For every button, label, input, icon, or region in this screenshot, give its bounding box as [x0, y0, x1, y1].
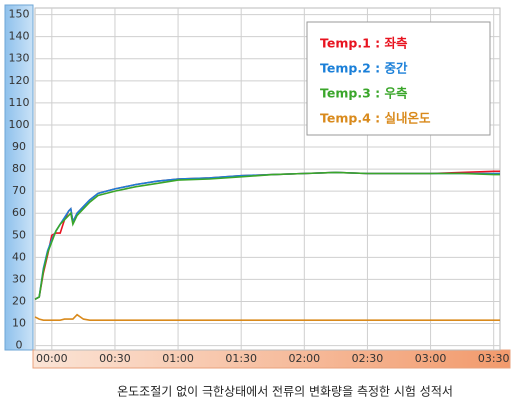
x-tick-label: 01:00 [162, 352, 194, 365]
legend-label: Temp.4 : 실내온도 [320, 111, 431, 126]
legend-label: Temp.1 : 좌측 [320, 36, 408, 51]
plot-frame [34, 7, 501, 351]
y-tick-label: 70 [12, 184, 26, 197]
y-tick-label: 10 [12, 317, 26, 330]
y-tick-label: 130 [9, 52, 30, 65]
y-tick-label: 80 [12, 162, 26, 175]
series-line [34, 171, 500, 301]
y-axis-band [4, 4, 34, 351]
legend-label: Temp.3 : 우측 [320, 86, 408, 101]
y-tick-label: 50 [12, 228, 26, 241]
legend [306, 21, 491, 136]
y-tick-label: 100 [9, 118, 30, 131]
x-tick-label: 00:00 [36, 352, 68, 365]
caption: 온도조절기 없이 극한상태에서 전류의 변화량을 측정한 시험 성적서 [117, 385, 453, 399]
y-tick-label: 40 [12, 250, 26, 263]
y-tick-label: 120 [9, 74, 30, 87]
x-tick-label: 02:30 [352, 352, 384, 365]
y-tick-label: 20 [12, 294, 26, 307]
x-tick-label: 03:00 [415, 352, 447, 365]
y-tick-label: 150 [9, 8, 30, 21]
y-tick-label: 60 [12, 206, 26, 219]
x-tick-label: 01:30 [225, 352, 257, 365]
y-tick-label: 0 [16, 339, 23, 352]
x-tick-label: 00:30 [99, 352, 131, 365]
y-tick-label: 140 [9, 30, 30, 43]
x-tick-label: 02:00 [288, 352, 320, 365]
x-tick-label: 03:30 [478, 352, 510, 365]
y-tick-label: 30 [12, 272, 26, 285]
legend-label: Temp.2 : 중간 [320, 61, 408, 76]
y-tick-label: 90 [12, 140, 26, 153]
y-tick-label: 110 [9, 96, 30, 109]
series-line [34, 313, 500, 321]
